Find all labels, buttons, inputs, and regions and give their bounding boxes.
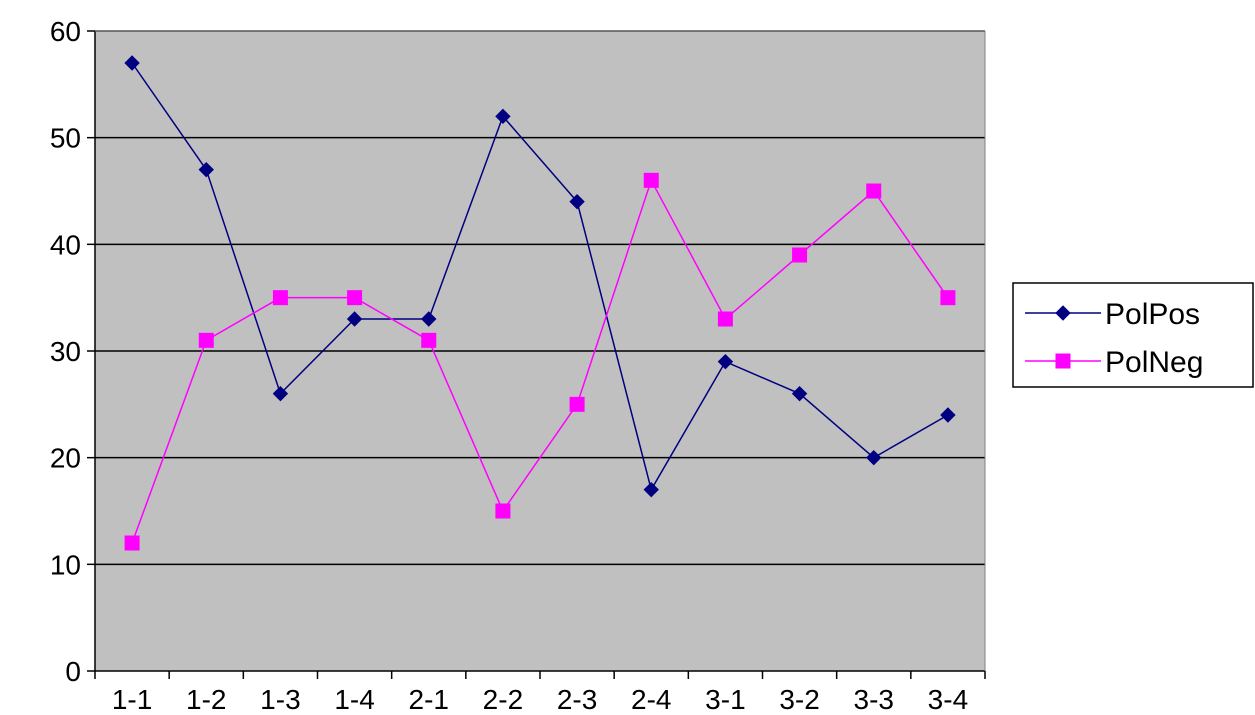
data-point-PolNeg-1-4: [347, 290, 363, 306]
x-tick-label-3-3: 3-3: [854, 684, 894, 715]
data-point-PolNeg-1-2: [198, 332, 214, 348]
legend-marker-PolNeg: [1055, 353, 1071, 369]
x-tick-label-1-3: 1-3: [260, 684, 300, 715]
legend-marker-PolPos: [1055, 305, 1071, 321]
data-point-PolNeg-2-2: [495, 503, 511, 519]
data-point-PolNeg-3-4: [940, 290, 956, 306]
series-group: [124, 55, 956, 551]
x-tick-label-2-2: 2-2: [483, 684, 523, 715]
y-tick-label-30: 30: [50, 336, 81, 367]
data-point-PolNeg-3-3: [866, 183, 882, 199]
y-axis-ticks: 0 10 20 30 40 50 60: [50, 16, 95, 687]
data-point-PolNeg-2-4: [643, 172, 659, 188]
data-point-PolPos-1-4: [346, 311, 363, 327]
y-tick-label-60: 60: [50, 16, 81, 47]
data-point-PolPos-1-1: [124, 55, 140, 71]
data-point-PolPos-3-3: [866, 449, 882, 466]
data-point-PolPos-3-1: [717, 353, 734, 370]
series-line-PolPos: [131, 62, 949, 492]
x-tick-label-2-4: 2-4: [631, 684, 671, 715]
series-PolPos: [124, 55, 956, 498]
legend-label-PolPos: PolPos: [1105, 298, 1200, 331]
data-point-PolNeg-3-2: [792, 247, 808, 263]
data-point-PolPos-3-4: [940, 407, 956, 423]
legend-item-PolPos: PolPos: [1025, 298, 1200, 331]
y-tick-label-20: 20: [50, 443, 81, 474]
x-tick-label-1-2: 1-2: [186, 684, 226, 715]
data-point-PolPos-1-2: [198, 161, 214, 178]
y-tick-label-40: 40: [50, 229, 81, 260]
y-tick-label-50: 50: [50, 123, 81, 154]
data-point-PolPos-2-1: [421, 311, 437, 327]
data-point-PolPos-3-2: [791, 385, 808, 402]
data-point-PolNeg-1-3: [272, 290, 288, 306]
legend-box: [1012, 282, 1254, 388]
series-PolNeg: [124, 172, 956, 551]
data-point-PolNeg-2-3: [569, 396, 585, 412]
legend-item-PolNeg: PolNeg: [1025, 346, 1203, 379]
data-point-PolNeg-3-1: [717, 311, 733, 327]
x-tick-label-3-2: 3-2: [779, 684, 819, 715]
series-line-PolNeg: [131, 178, 949, 544]
data-point-PolPos-1-3: [272, 385, 289, 402]
data-point-PolNeg-2-1: [421, 332, 437, 348]
x-tick-label-3-1: 3-1: [705, 684, 745, 715]
legend: PolPos PolNeg: [1012, 282, 1254, 388]
data-point-PolNeg-1-1: [124, 535, 140, 551]
x-tick-label-3-4: 3-4: [928, 684, 968, 715]
legend-label-PolNeg: PolNeg: [1105, 346, 1203, 379]
data-point-PolPos-2-2: [495, 108, 511, 125]
x-tick-label-2-3: 2-3: [557, 684, 597, 715]
data-point-PolPos-2-3: [569, 193, 585, 210]
x-tick-label-1-4: 1-4: [334, 684, 374, 715]
data-point-PolPos-2-4: [643, 481, 659, 498]
x-axis-ticks: 1-1 1-2 1-3 1-4 2-1 2-2 2-3 2-4 3-1 3-2 3-3 3-4: [94, 671, 986, 715]
y-tick-label-0: 0: [65, 656, 81, 687]
x-tick-label-2-1: 2-1: [409, 684, 449, 715]
x-tick-label-1-1: 1-1: [112, 684, 152, 715]
y-tick-label-10: 10: [50, 549, 81, 580]
